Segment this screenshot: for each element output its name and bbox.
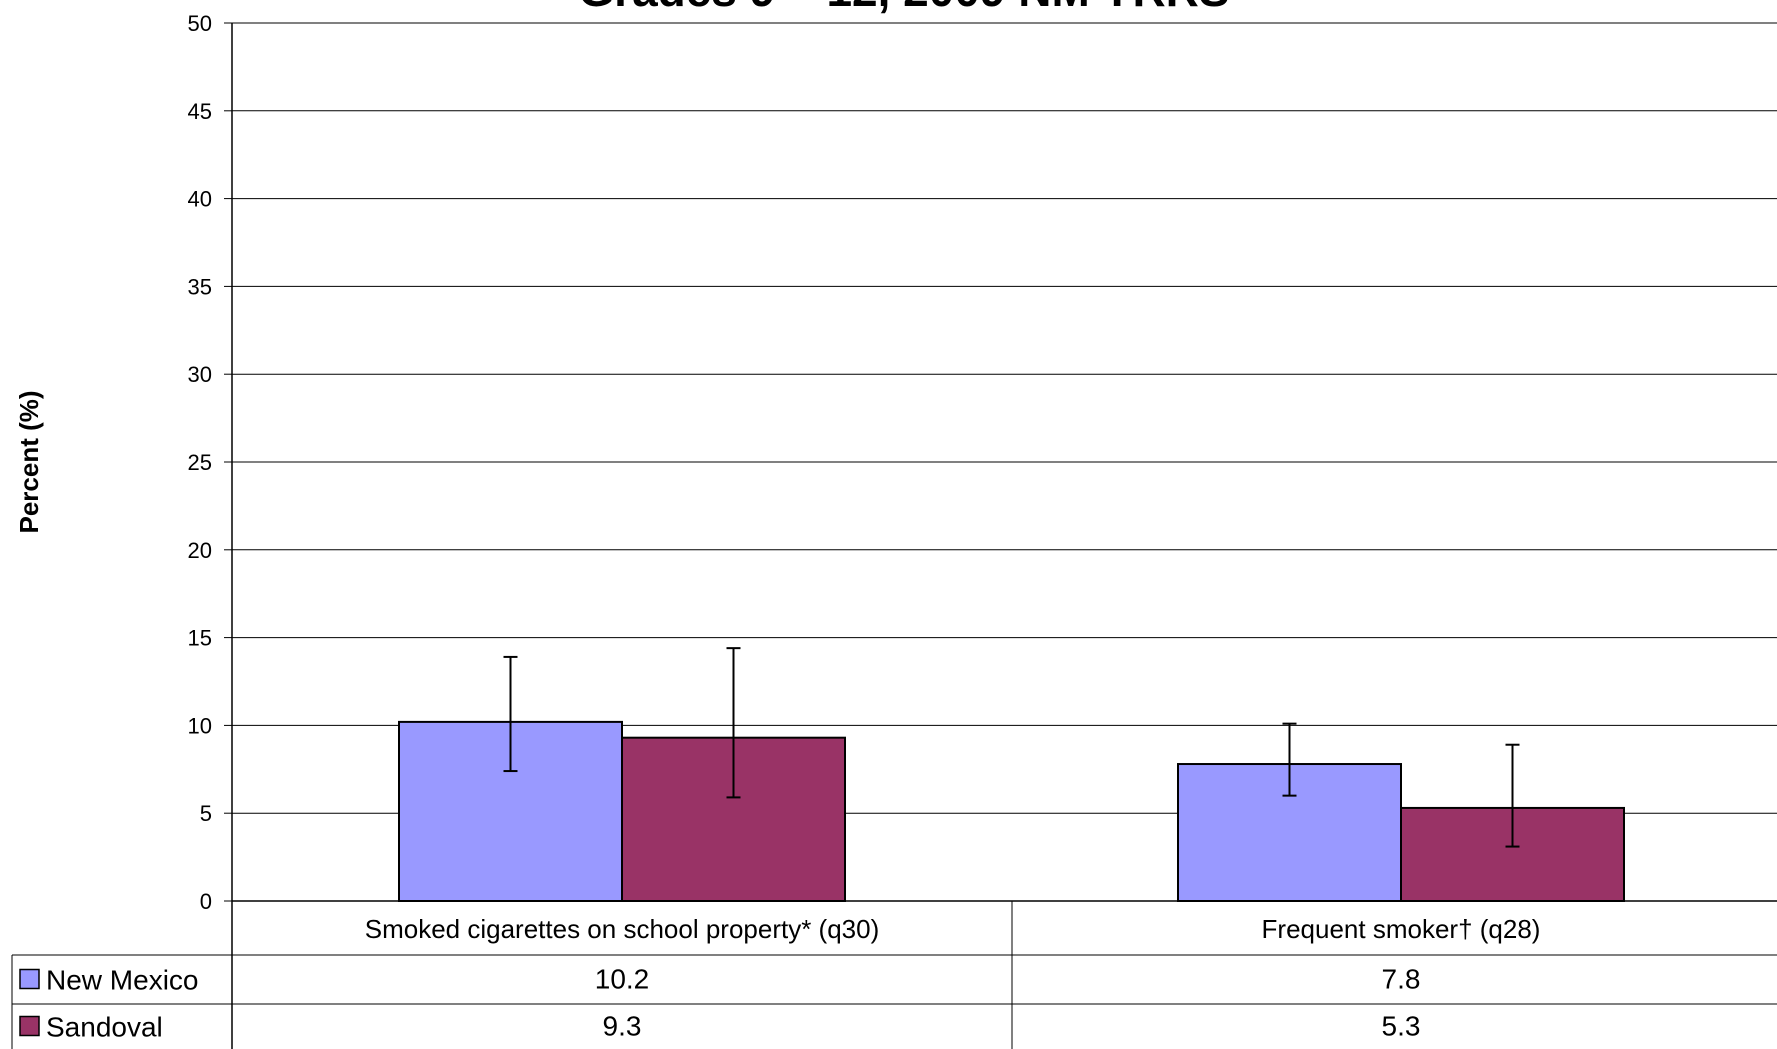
bars (232, 720, 1777, 903)
category-label: Smoked cigarettes on school property* (q… (365, 914, 880, 944)
y-axis-label: Percent (%) (14, 390, 44, 533)
y-tick-label: 35 (188, 274, 212, 299)
category-label: Frequent smoker† (q28) (1262, 914, 1541, 944)
y-tick-label: 25 (188, 450, 212, 475)
error-bars (503, 647, 1520, 848)
data-value: 10.2 (595, 964, 650, 995)
legend-swatch (19, 968, 40, 990)
y-tick-label: 10 (188, 713, 212, 738)
y-tick-label: 40 (188, 187, 212, 212)
y-tick-label: 15 (188, 626, 212, 651)
y-tick-label: 20 (188, 538, 212, 563)
legend-label: Sandoval (46, 1012, 163, 1043)
data-value: 9.3 (603, 1011, 642, 1042)
y-tick-label: 5 (200, 801, 212, 826)
y-axis-ticks: 0 5 10 15 20 25 30 35 40 45 50 (188, 11, 233, 914)
data-value: 7.8 (1382, 964, 1421, 995)
y-tick-label: 45 (188, 99, 212, 124)
y-tick-label: 30 (188, 362, 212, 387)
data-table: Smoked cigarettes on school property* (q… (11, 901, 1777, 1049)
y-tick-label: 0 (200, 889, 212, 914)
chart-title: Grades 9 – 12, 2009 NM YRRS (578, 0, 1229, 16)
data-value: 5.3 (1382, 1011, 1421, 1042)
legend-label: New Mexico (46, 965, 198, 996)
legend-swatch (19, 1015, 40, 1037)
y-tick-label: 50 (188, 11, 212, 36)
